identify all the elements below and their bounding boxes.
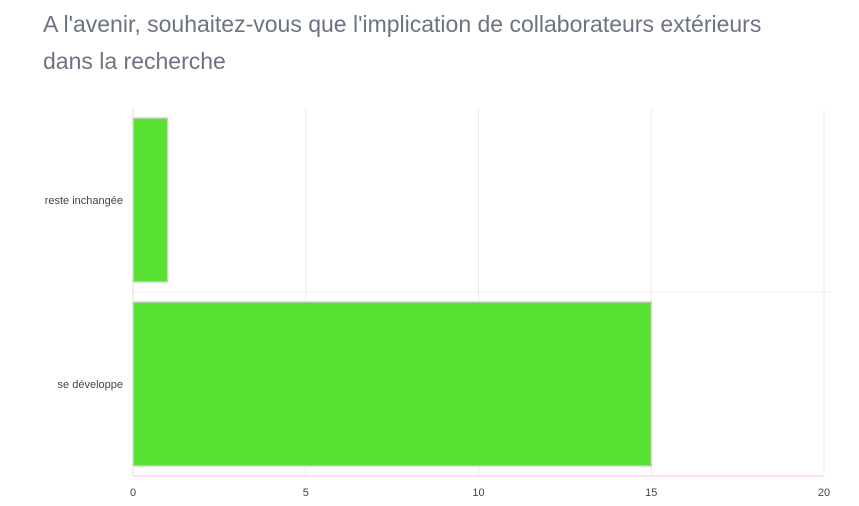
x-tick-label-4: 20 <box>818 487 830 499</box>
chart-title: A l'avenir, souhaitez-vous que l'implica… <box>43 11 762 74</box>
category-label-1: se développe <box>58 379 123 391</box>
x-tick-labels: 0 5 10 15 20 <box>130 487 830 499</box>
bars <box>132 117 652 467</box>
x-tick-label-0: 0 <box>130 487 136 499</box>
bar-0 <box>132 117 169 283</box>
category-label-0: reste inchangée <box>45 195 123 207</box>
x-tick-label-3: 15 <box>645 487 657 499</box>
category-labels: reste inchangée se développe <box>45 195 123 391</box>
x-tick-label-2: 10 <box>472 487 484 499</box>
bar-1 <box>132 301 652 467</box>
x-tick-label-1: 5 <box>303 487 309 499</box>
